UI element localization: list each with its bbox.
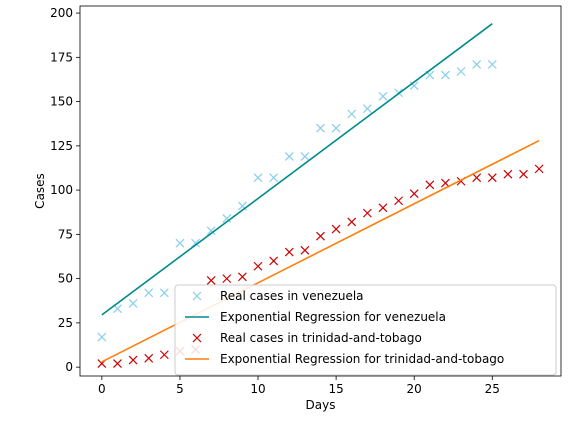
data-point [534,164,544,174]
data-point [284,152,294,161]
data-point [472,59,482,69]
data-point [144,353,154,363]
data-point [378,203,388,213]
x-tick-label: 15 [328,382,343,396]
y-tick-label: 125 [50,139,73,153]
x-tick-label: 10 [250,382,265,396]
data-point [191,238,200,248]
data-point [222,214,232,223]
data-point [409,189,419,199]
legend-entry: Exponential Regression for trinidad-and-… [220,352,504,366]
data-point [128,298,138,308]
data-point [331,224,341,234]
data-point [441,70,450,80]
data-point [97,332,107,342]
x-axis-label: Days [306,398,336,412]
y-tick-label: 50 [58,272,73,286]
legend-entry: Real cases in venezuela [220,289,364,303]
y-tick-label: 0 [65,360,73,374]
data-point [253,173,263,183]
data-point [487,59,497,69]
y-tick-label: 150 [50,95,73,109]
data-point [237,272,247,282]
legend-marker-handle [192,333,202,343]
data-point [378,91,388,101]
data-point [269,256,279,266]
y-tick-label: 200 [50,6,73,20]
y-tick-label: 75 [58,227,73,241]
data-point [113,359,122,369]
data-point [175,238,185,248]
data-point [269,173,279,183]
data-point [456,67,466,76]
data-point [206,275,216,285]
data-point [347,109,357,119]
data-point [159,288,169,298]
data-point [284,247,294,257]
data-point [331,123,341,133]
data-point [316,123,325,133]
data-point [503,169,513,179]
data-point [128,355,138,365]
data-point [487,173,497,183]
data-point [316,231,325,241]
legend-entry: Exponential Regression for venezuela [220,310,446,324]
regression-line-1 [101,23,493,316]
data-point [519,169,528,179]
legend-box [174,284,557,376]
series-0 [97,59,497,342]
data-point [362,208,372,218]
data-point [362,104,372,114]
data-point [300,152,310,161]
x-tick-label: 0 [98,382,106,396]
y-tick-label: 25 [58,316,73,330]
y-tick-label: 100 [50,183,73,197]
series-1 [101,23,493,316]
data-point [222,274,232,284]
data-point [159,350,169,360]
data-point [472,173,482,183]
data-point [253,261,263,271]
legend: Real cases in venezuela Exponential Regre… [174,284,557,376]
data-point [300,245,310,255]
data-point [144,288,154,298]
legend-entry: Real cases in trinidad-and-tobago [220,331,422,345]
data-point [347,217,357,227]
y-tick-label: 175 [50,50,73,64]
data-point [394,196,404,206]
legend-marker-handle [192,291,202,301]
data-point [441,178,450,188]
x-tick-label: 20 [407,382,422,396]
data-point [425,180,435,190]
axes-frame [79,5,562,377]
y-axis-label: Cases [33,173,47,209]
x-tick-label: 5 [176,382,184,396]
x-tick-label: 25 [485,382,500,396]
axes: 0 5 10 15 20 25 0 25 50 75 100 125 150 175 200 [50,5,562,396]
data-point [206,226,216,236]
